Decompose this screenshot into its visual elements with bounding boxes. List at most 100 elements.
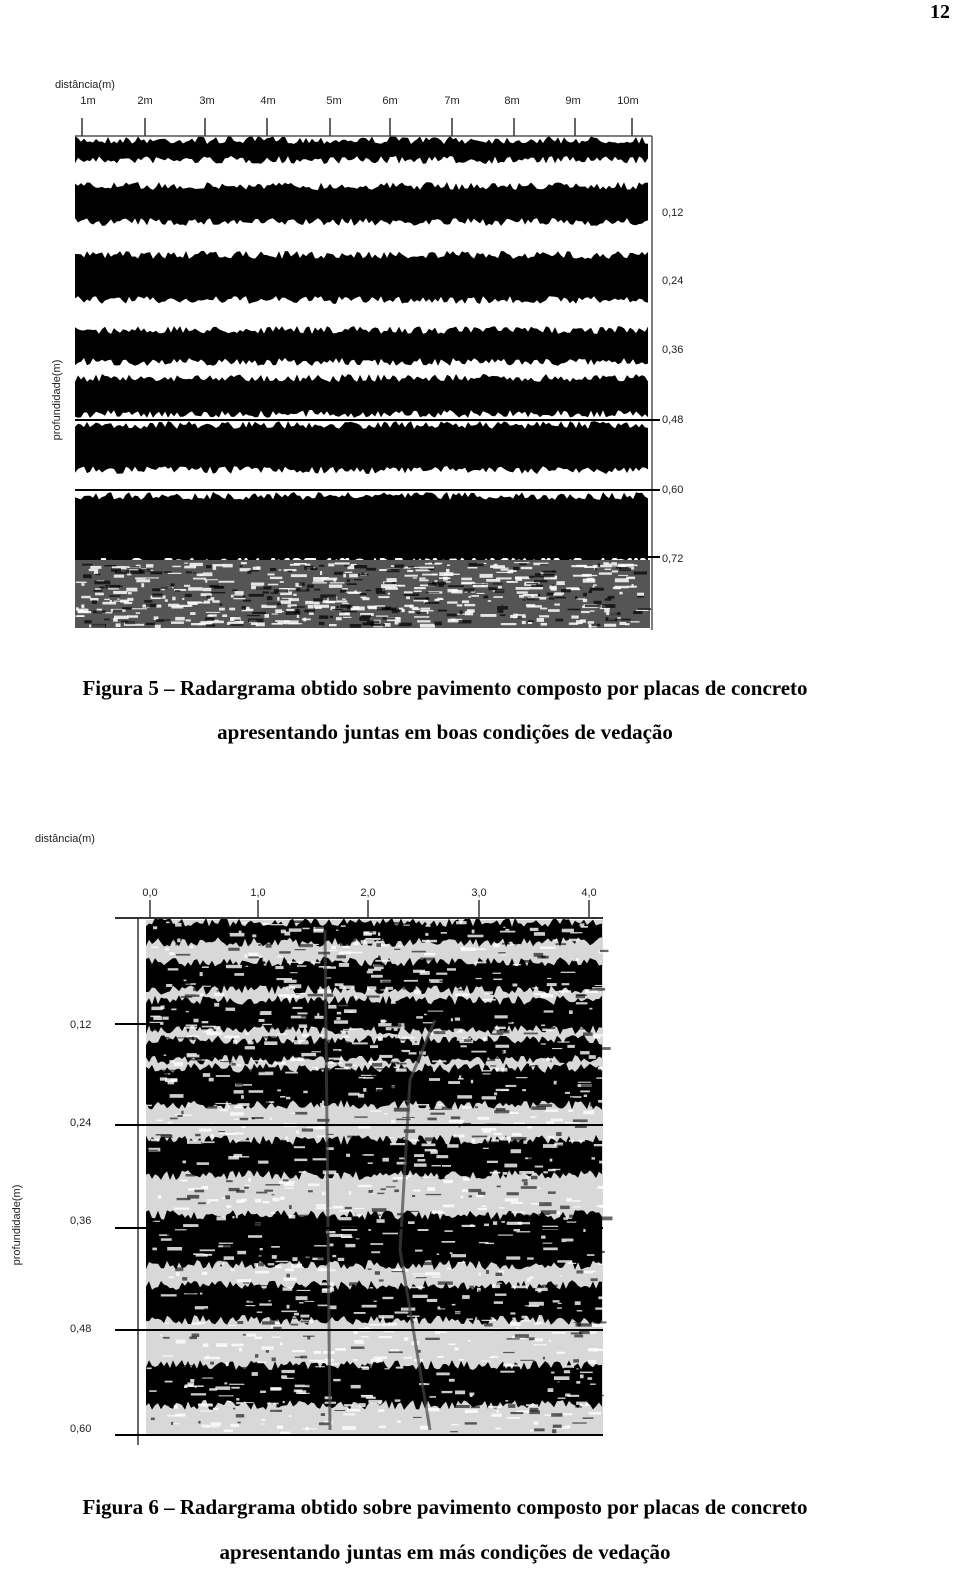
radar-texture <box>536 1017 542 1022</box>
radar-texture <box>436 1253 440 1255</box>
radar-texture <box>566 1221 577 1223</box>
radar-texture <box>481 1319 497 1321</box>
radar-texture <box>429 1032 436 1035</box>
radar-texture <box>297 965 307 967</box>
radar-texture <box>247 1041 254 1045</box>
radar-texture <box>447 601 458 604</box>
radar-texture <box>340 925 346 927</box>
radar-texture <box>169 1094 184 1098</box>
radar-texture <box>218 1131 225 1133</box>
radar-texture <box>393 1027 398 1031</box>
radar-texture <box>313 577 329 579</box>
radar-texture <box>308 611 314 615</box>
radar-texture <box>210 1422 221 1427</box>
radar-texture <box>437 1308 446 1310</box>
radar-texture <box>135 564 141 567</box>
radar-texture <box>585 989 602 994</box>
radar-texture <box>382 617 396 620</box>
radar-texture <box>427 1254 433 1258</box>
radar-texture <box>500 623 517 626</box>
radar-texture <box>364 1326 369 1330</box>
radar-texture <box>144 600 153 603</box>
radar-texture <box>532 1338 543 1342</box>
radar-texture <box>617 563 634 567</box>
radar-texture <box>311 1051 321 1053</box>
radar-texture <box>579 1330 590 1335</box>
x-tick-label: 9m <box>565 95 580 107</box>
radar-texture <box>345 1063 353 1067</box>
radar-texture <box>498 952 506 954</box>
radar-texture <box>561 589 571 593</box>
radar-texture <box>531 1202 545 1205</box>
radar-texture <box>237 1103 250 1107</box>
radar-texture <box>582 1144 594 1148</box>
caption: apresentando juntas em más condições de … <box>219 1540 670 1564</box>
radar-texture <box>276 978 293 981</box>
radar-texture <box>277 1033 288 1035</box>
radar-texture <box>406 1210 419 1212</box>
radar-texture <box>255 1198 262 1203</box>
radar-texture <box>336 1017 341 1020</box>
radar-texture <box>564 1365 574 1368</box>
radar-texture <box>580 1374 584 1379</box>
page-number: 12 <box>930 1 950 23</box>
radar-texture <box>566 1197 572 1202</box>
x-tick-label: 1m <box>80 95 95 107</box>
radar-texture <box>552 584 555 586</box>
radar-texture <box>385 986 394 990</box>
radar-texture <box>541 994 554 998</box>
radar-texture <box>248 1178 251 1182</box>
radar-texture <box>501 1287 505 1291</box>
radar-texture <box>135 577 146 580</box>
radar-texture <box>373 962 385 967</box>
radar-texture <box>567 1394 580 1397</box>
radar-texture <box>326 1133 334 1135</box>
radar-texture <box>575 596 578 600</box>
radar-texture <box>280 610 284 613</box>
radar-texture <box>504 1163 518 1168</box>
y-tick-label: 0,36 <box>662 344 683 356</box>
radar-texture <box>170 1256 184 1260</box>
radar-texture <box>425 1337 440 1340</box>
radar-texture <box>307 605 314 609</box>
radar-texture <box>344 1009 357 1013</box>
radar-texture <box>465 1397 473 1399</box>
radar-texture <box>588 1287 597 1292</box>
radar-texture <box>370 1110 382 1112</box>
radar-texture <box>292 1040 308 1042</box>
radar-texture <box>201 1287 215 1290</box>
radar-texture <box>536 1089 539 1093</box>
radar-texture <box>320 1023 328 1027</box>
radar-texture <box>350 563 357 566</box>
radar-texture <box>510 1149 522 1154</box>
radar-texture <box>424 602 440 604</box>
radar-texture <box>386 578 397 582</box>
radar-texture <box>368 1214 382 1216</box>
radar-texture <box>237 1250 247 1255</box>
radar-texture <box>310 961 321 964</box>
radar-texture <box>298 582 305 586</box>
radar-texture <box>336 1004 347 1007</box>
radar-texture <box>292 1350 306 1353</box>
radar-texture <box>189 1058 202 1061</box>
radar-texture <box>342 588 348 590</box>
radar-texture <box>614 578 629 583</box>
radar-texture <box>353 1312 366 1314</box>
radar-texture <box>312 582 327 584</box>
radar-texture <box>560 1205 570 1210</box>
radar-texture <box>380 989 389 991</box>
radar-texture <box>488 1164 499 1166</box>
radar-texture <box>556 1144 572 1149</box>
radar-texture <box>365 938 381 940</box>
radar-texture <box>316 1219 331 1223</box>
radar-texture <box>524 581 540 584</box>
radar-texture <box>338 1217 352 1221</box>
y-tick-label: 0,60 <box>70 1423 91 1435</box>
radar-texture <box>317 1012 320 1017</box>
radar-texture <box>516 1410 532 1413</box>
radar-texture <box>531 584 543 587</box>
radar-texture <box>548 1234 563 1236</box>
radar-texture <box>527 1224 541 1227</box>
radar-texture <box>537 1213 550 1215</box>
radar-texture <box>540 1210 557 1215</box>
